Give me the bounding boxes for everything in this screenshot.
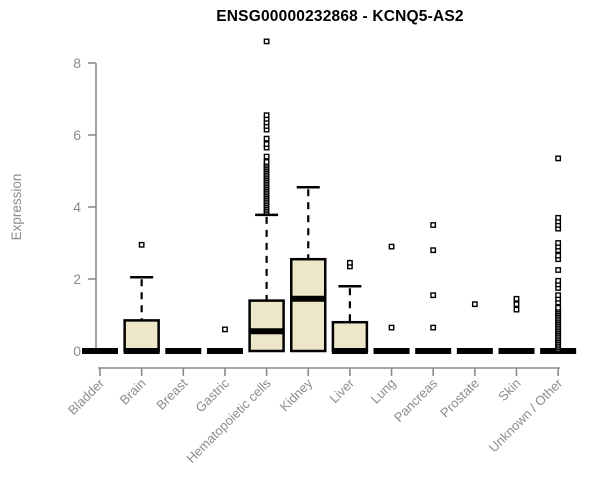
x-category-label: Brain — [117, 376, 149, 408]
outlier-point — [430, 222, 437, 228]
x-category-label: Kidney — [277, 375, 316, 414]
y-tick-label: 2 — [73, 271, 81, 287]
box-skin — [498, 295, 535, 354]
outlier-point — [555, 240, 562, 246]
box-kidney — [290, 185, 327, 353]
y-tick-label: 8 — [73, 55, 81, 71]
outlier-point — [138, 241, 145, 248]
x-category-label: Skin — [495, 376, 523, 404]
box-pancreas — [415, 222, 452, 354]
outlier-point — [347, 259, 353, 266]
outlier-point — [388, 243, 395, 250]
box-hematopoietic-cells — [248, 38, 285, 353]
box-unknown-other — [540, 155, 577, 354]
box-rect — [331, 320, 369, 353]
x-category-label: Breast — [153, 375, 190, 412]
x-category-label: Prostate — [437, 376, 482, 421]
outlier-point — [263, 135, 270, 142]
outlier-point — [263, 153, 270, 160]
outlier-point — [471, 301, 478, 308]
outlier-point — [263, 141, 270, 147]
box-brain — [123, 241, 160, 354]
outlier-point — [430, 247, 437, 254]
outlier-point — [263, 112, 270, 119]
outlier-point — [555, 214, 562, 221]
outlier-point — [513, 301, 520, 308]
box-rect — [123, 319, 160, 353]
outlier-point — [555, 267, 562, 273]
x-category-label: Unknown / Other — [486, 375, 566, 455]
box-rect — [248, 299, 285, 353]
outlier-point — [263, 38, 270, 45]
box-lung — [373, 243, 410, 354]
chart-title: ENSG00000232868 - KCNQ5-AS2 — [216, 8, 464, 25]
x-category-label: Bladder — [65, 375, 108, 418]
y-tick-label: 6 — [73, 127, 81, 143]
outlier-point — [388, 324, 395, 331]
outlier-point — [513, 295, 520, 302]
outlier-point — [222, 326, 228, 333]
y-tick-label: 4 — [73, 199, 81, 215]
outlier-point — [430, 324, 437, 331]
outlier-point — [555, 304, 562, 311]
box-liver — [331, 259, 369, 354]
box-gastric — [206, 326, 243, 354]
outlier-point — [430, 292, 437, 299]
outlier-point — [263, 159, 270, 165]
box-rect — [290, 257, 327, 353]
outlier-point — [555, 277, 562, 284]
outlier-point — [555, 155, 562, 162]
outlier-point — [555, 252, 562, 259]
outlier-point — [513, 306, 520, 313]
x-category-label: Liver — [326, 375, 357, 406]
outlier-point — [555, 292, 562, 299]
box-prostate — [456, 301, 493, 354]
x-category-label: Gastric — [192, 375, 232, 415]
x-category-label: Lung — [368, 376, 399, 407]
x-category-label: Pancreas — [391, 375, 441, 425]
y-tick-label: 0 — [73, 343, 81, 359]
